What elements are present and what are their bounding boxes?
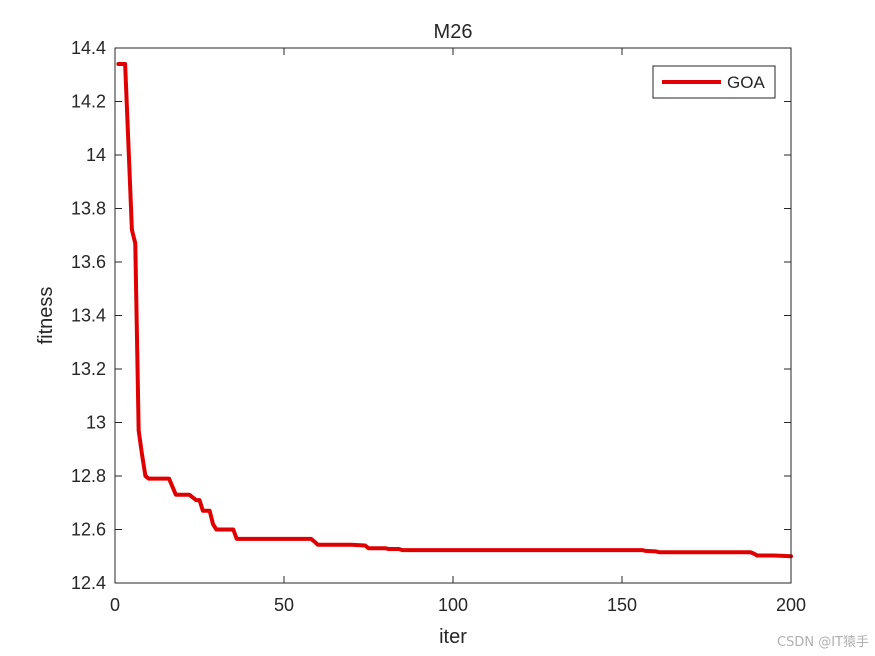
legend-label-goa: GOA xyxy=(727,73,765,92)
series-line-goa xyxy=(116,62,793,559)
plot-border xyxy=(114,47,792,584)
y-tick-label: 13.2 xyxy=(71,359,106,379)
plot-area xyxy=(115,48,791,583)
x-tick-label: 100 xyxy=(438,595,468,615)
x-tick-label: 200 xyxy=(776,595,806,615)
y-tick-label: 14.4 xyxy=(71,38,106,58)
y-axis-label: fitness xyxy=(35,287,57,345)
y-tick-label: 13.8 xyxy=(71,199,106,219)
x-axis-label: iter xyxy=(439,626,467,648)
x-tick-label: 0 xyxy=(110,595,120,615)
y-tick-label: 13.6 xyxy=(71,252,106,272)
y-tick-label: 12.4 xyxy=(71,573,106,593)
y-tick-label: 13.4 xyxy=(71,306,106,326)
series-layer xyxy=(116,62,793,559)
x-tick-label: 150 xyxy=(607,595,637,615)
y-tick-label: 12.8 xyxy=(71,466,106,486)
y-tick-label: 13 xyxy=(86,413,106,433)
y-tick-label: 14 xyxy=(86,145,106,165)
x-tick-label: 50 xyxy=(274,595,294,615)
y-tick-label: 12.6 xyxy=(71,520,106,540)
y-tick-label: 14.2 xyxy=(71,92,106,112)
chart-title: M26 xyxy=(434,21,473,43)
x-ticks: 0 50 100 150 200 xyxy=(110,48,806,615)
legend: GOA xyxy=(652,65,776,99)
watermark: CSDN @IT猿手 xyxy=(777,635,869,650)
